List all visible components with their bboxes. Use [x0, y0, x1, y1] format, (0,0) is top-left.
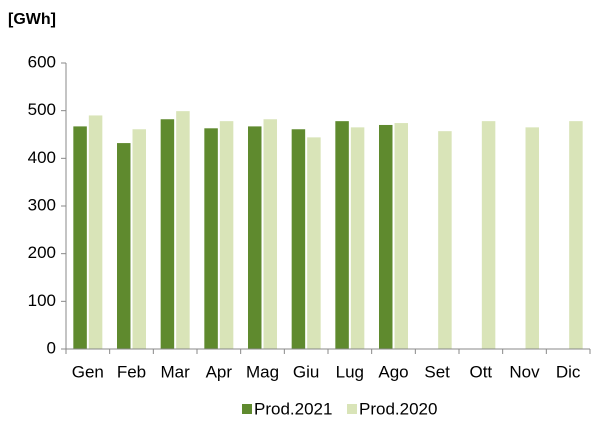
bar — [160, 119, 175, 349]
bar — [176, 111, 190, 349]
y-axis-label: [GWh] — [8, 11, 56, 28]
bar — [350, 127, 365, 349]
bar — [291, 129, 306, 349]
legend-label: Prod.2021 — [254, 399, 332, 418]
bar — [204, 128, 218, 349]
bar — [335, 121, 349, 349]
x-tick-label: Dic — [556, 362, 581, 381]
x-tick-label: Mar — [161, 362, 191, 381]
y-tick-label: 400 — [28, 148, 56, 167]
y-tick-label: 500 — [28, 100, 56, 119]
bar — [525, 127, 539, 349]
x-tick-label: Apr — [206, 362, 233, 381]
legend-swatch — [242, 404, 252, 414]
legend-swatch — [347, 404, 357, 414]
y-tick-label: 300 — [28, 195, 56, 214]
bar — [117, 143, 131, 349]
bar — [307, 137, 321, 349]
bar — [379, 124, 393, 349]
bar — [438, 131, 452, 349]
bar — [219, 121, 234, 349]
x-tick-label: Ott — [469, 362, 492, 381]
y-tick-label: 200 — [28, 243, 56, 262]
y-tick-label: 0 — [47, 338, 56, 357]
bar — [481, 121, 496, 349]
bar — [569, 121, 583, 349]
x-tick-label: Feb — [117, 362, 146, 381]
y-tick-label: 100 — [28, 291, 56, 310]
x-tick-label: Mag — [246, 362, 279, 381]
x-tick-label: Set — [424, 362, 450, 381]
x-tick-label: Nov — [509, 362, 540, 381]
x-tick-label: Ago — [378, 362, 408, 381]
bar — [248, 126, 262, 349]
bar — [88, 115, 103, 349]
y-tick-label: 600 — [28, 52, 56, 71]
legend-label: Prod.2020 — [359, 399, 437, 418]
x-tick-label: Gen — [72, 362, 104, 381]
x-tick-label: Giu — [293, 362, 319, 381]
bar — [394, 123, 408, 349]
bar — [263, 119, 277, 349]
bar — [132, 129, 146, 349]
bar — [73, 126, 87, 349]
x-tick-label: Lug — [336, 362, 364, 381]
